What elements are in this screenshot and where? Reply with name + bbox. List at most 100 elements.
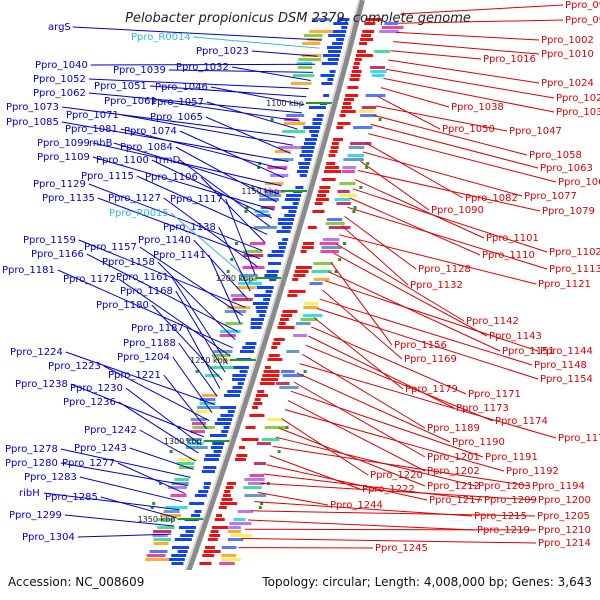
left-gene-label[interactable]: Ppro_1135 [42, 193, 95, 204]
left-gene-label[interactable]: Ppro_1236 [63, 397, 116, 408]
left-gene-label[interactable]: Ppro_1046 [155, 82, 208, 93]
right-gene-label[interactable]: Ppro_1066 [558, 177, 600, 188]
right-gene-label[interactable]: Ppro_1128 [418, 264, 471, 275]
right-gene-label[interactable]: Ppro_1038 [451, 102, 504, 113]
right-gene-label[interactable]: Ppro_1189 [427, 423, 480, 434]
right-gene-label[interactable]: Ppro_1173 [456, 403, 509, 414]
right-gene-label[interactable]: Ppro_1148 [534, 360, 587, 371]
left-gene-label[interactable]: Ppro_1243 [74, 443, 127, 454]
left-gene-label[interactable]: Ppro_1081 [65, 124, 118, 135]
right-gene-label[interactable]: Ppro_1010 [541, 49, 594, 60]
right-gene-label[interactable]: Ppro_1174 [495, 416, 548, 427]
right-gene-label[interactable]: Ppro_1169 [404, 354, 457, 365]
left-gene-label[interactable]: Ppro_1158 [102, 257, 155, 268]
left-gene-label[interactable]: Ppro_1181 [2, 265, 55, 276]
left-gene-label[interactable]: Ppro_1129 [33, 179, 86, 190]
right-gene-label[interactable]: Ppro_1214 [538, 538, 591, 549]
left-gene-label[interactable]: Ppro_1277 [62, 458, 115, 469]
left-gene-label[interactable]: Ppro_1100 [96, 155, 149, 166]
right-gene-label[interactable]: Ppro_1154 [540, 374, 593, 385]
right-gene-label[interactable]: Ppro_1102 [549, 247, 600, 258]
right-gene-label[interactable]: Ppro_1016 [483, 54, 536, 65]
right-gene-label[interactable]: Ppro_1244 [330, 500, 383, 511]
right-gene-label[interactable]: Ppro_0998 [565, 15, 600, 26]
right-gene-label[interactable]: Ppro_1077 [524, 191, 577, 202]
right-gene-label[interactable]: Ppro_1191 [485, 452, 538, 463]
right-gene-label[interactable]: Ppro_1175 [558, 433, 600, 444]
left-gene-label[interactable]: Ppro_R0014 [131, 32, 191, 43]
right-gene-label[interactable]: Ppro_1190 [452, 437, 505, 448]
left-gene-label[interactable]: Ppro_1280 [5, 458, 58, 469]
right-gene-label[interactable]: Ppro_1215 [474, 511, 527, 522]
left-gene-label[interactable]: Ppro_1052 [33, 74, 86, 85]
right-gene-label[interactable]: Ppro_1209 [484, 495, 537, 506]
left-gene-label[interactable]: Ppro_1159 [23, 235, 76, 246]
left-gene-label[interactable]: Ppro_1057 [151, 97, 204, 108]
left-gene-label[interactable]: Ppro_1127 [108, 193, 161, 204]
left-gene-label[interactable]: Ppro_1073 [6, 102, 59, 113]
left-gene-label[interactable]: Ppro_1085 [6, 117, 59, 128]
right-gene-label[interactable]: Ppro_1143 [489, 331, 542, 342]
left-gene-label[interactable]: argS [48, 22, 71, 33]
left-gene-label[interactable]: Ppro_1242 [84, 425, 137, 436]
right-gene-label[interactable]: Ppro_1002 [541, 35, 594, 46]
right-gene-label[interactable]: Ppro_1050 [442, 124, 495, 135]
left-gene-label[interactable]: Ppro_1065 [150, 112, 203, 123]
right-gene-label[interactable]: Ppro_1082 [465, 193, 518, 204]
right-gene-label[interactable]: Ppro_1142 [466, 316, 519, 327]
right-gene-label[interactable]: Ppro_1113 [549, 264, 600, 275]
left-gene-label[interactable]: Ppro_1084 [120, 142, 173, 153]
right-gene-label[interactable]: Ppro_1210 [538, 525, 591, 536]
right-gene-label[interactable]: Ppro_1132 [410, 280, 463, 291]
right-gene-label[interactable]: Ppro_1024 [541, 78, 594, 89]
left-gene-label[interactable]: Ppro_1040 [35, 60, 88, 71]
right-gene-label[interactable]: Ppro_1217 [429, 495, 482, 506]
right-gene-label[interactable]: Ppro_1063 [540, 163, 593, 174]
right-gene-label[interactable]: Ppro_1179 [405, 384, 458, 395]
right-gene-label[interactable]: Ppro_1151 [502, 346, 555, 357]
right-gene-label[interactable]: Ppro_1090 [431, 205, 484, 216]
left-gene-label[interactable]: Ppro_1062 [33, 88, 86, 99]
left-gene-label[interactable]: Ppro_1238 [15, 379, 68, 390]
left-gene-label[interactable]: Ppro_1051 [94, 81, 147, 92]
right-gene-label[interactable]: Ppro_1029 [556, 93, 600, 104]
right-gene-label[interactable]: Ppro_1121 [538, 279, 591, 290]
right-gene-label[interactable]: Ppro_1245 [375, 543, 428, 554]
left-gene-label[interactable]: Ppro_1188 [123, 338, 176, 349]
left-gene-label[interactable]: Ppro_1172 [63, 274, 116, 285]
right-gene-label[interactable]: Ppro_1200 [538, 495, 591, 506]
left-gene-label[interactable]: Ppro_1180 [96, 300, 149, 311]
left-gene-label[interactable]: Ppro_1061 [104, 96, 157, 107]
right-gene-label[interactable]: Ppro_1205 [537, 511, 590, 522]
right-gene-label[interactable]: Ppro_1101 [486, 233, 539, 244]
right-gene-label[interactable]: Ppro_1058 [529, 150, 582, 161]
left-gene-label[interactable]: Ppro_1204 [117, 352, 170, 363]
left-gene-label[interactable]: rnhB [89, 138, 113, 149]
left-gene-label[interactable]: Ppro_1285 [45, 492, 98, 503]
right-gene-label[interactable]: Ppro_1220 [370, 470, 423, 481]
right-gene-label[interactable]: Ppro_1219 [477, 525, 530, 536]
left-gene-label[interactable]: Ppro_1187 [131, 323, 184, 334]
left-gene-label[interactable]: trmD [155, 155, 181, 166]
right-gene-label[interactable]: Ppro_1144 [540, 346, 593, 357]
left-gene-label[interactable]: Ppro_1221 [108, 370, 161, 381]
right-gene-label[interactable]: Ppro_0992 [565, 0, 600, 11]
left-gene-label[interactable]: Ppro_1157 [84, 242, 137, 253]
right-gene-label[interactable]: Ppro_1222 [362, 484, 415, 495]
left-gene-label[interactable]: Ppro_1106 [145, 172, 198, 183]
left-gene-label[interactable]: Ppro_1224 [10, 347, 63, 358]
right-gene-label[interactable]: Ppro_1201 [427, 452, 480, 463]
left-gene-label[interactable]: Ppro_1117 [170, 194, 223, 205]
left-gene-label[interactable]: Ppro_1023 [196, 46, 249, 57]
right-gene-label[interactable]: Ppro_1047 [509, 126, 562, 137]
left-gene-label[interactable]: Ppro_1039 [113, 65, 166, 76]
right-gene-label[interactable]: Ppro_1036 [556, 107, 600, 118]
right-gene-label[interactable]: Ppro_1202 [427, 466, 480, 477]
left-gene-label[interactable]: Ppro_1138 [163, 222, 216, 233]
left-gene-label[interactable]: Ppro_1304 [22, 532, 75, 543]
left-gene-label[interactable]: Ppro_1223 [48, 361, 101, 372]
right-gene-label[interactable]: Ppro_1194 [532, 481, 585, 492]
right-gene-label[interactable]: Ppro_1079 [542, 206, 595, 217]
left-gene-label[interactable]: Ppro_1071 [66, 110, 119, 121]
left-gene-label[interactable]: Ppro_1278 [5, 444, 58, 455]
